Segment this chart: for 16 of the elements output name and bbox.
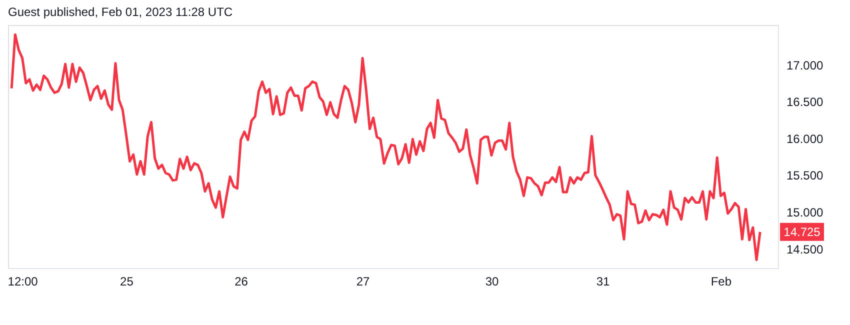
y-tick-label: 15.500 [786,168,824,183]
y-tick-label: 14.500 [786,242,824,256]
y-tick-label: 16.500 [786,95,824,110]
chart-title: Guest published, Feb 01, 2023 11:28 UTC [8,5,233,19]
line-series [10,33,762,262]
text: 14.725 [784,224,821,239]
y-tick-label: 15.000 [786,206,824,220]
x-tick-label: 31 [596,274,610,288]
x-tick-label: 30 [485,274,499,288]
x-tick-label: Feb [710,274,732,288]
y-tick-label: 16.000 [786,132,824,146]
y-tick-label: 17.000 [786,58,824,72]
x-tick-label: 12:00 [8,274,38,288]
x-tick-label: 26 [234,274,248,288]
x-tick-label: 27 [356,274,370,288]
x-tick-label: 25 [120,274,134,288]
